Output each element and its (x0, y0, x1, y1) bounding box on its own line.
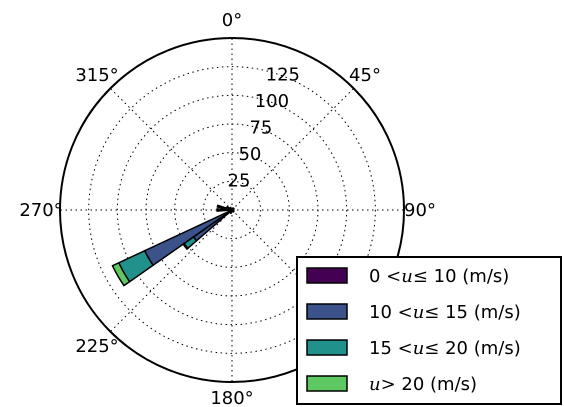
wedge-dir232-bin3 (182, 242, 189, 251)
grid-spoke-135 (231, 209, 354, 332)
legend-label-0: 0 <u≤ 10 (m/s) (369, 266, 509, 287)
grid-circle-1 (202, 180, 262, 240)
angle-tick-label-225: 225° (75, 336, 118, 357)
wedge-dir240-bin1 (143, 209, 232, 267)
wedge-dir285-bin2 (217, 204, 227, 210)
angle-tick-label-315: 315° (75, 65, 118, 86)
wedge-dir300-bin3 (225, 205, 230, 209)
grid-circle-4 (116, 94, 348, 326)
radial-tick-label-5: 125 (266, 65, 300, 86)
legend-swatch-0 (306, 267, 348, 284)
legend-label-1: 10 <u≤ 15 (m/s) (369, 302, 521, 323)
wedge-dir200-bin1 (229, 209, 233, 215)
legend-label-2: 15 <u≤ 20 (m/s) (369, 338, 521, 359)
angle-tick-label-45: 45° (349, 65, 381, 86)
wedge-dir285-bin3 (216, 204, 220, 209)
grid-circle-5 (88, 66, 376, 354)
polar-frame (59, 37, 405, 383)
legend-swatch-2 (306, 339, 348, 356)
legend-label-3: u> 20 (m/s) (369, 374, 477, 395)
radial-tick-label-2: 50 (238, 144, 261, 165)
grid-spoke-315 (110, 88, 233, 211)
angle-tick-label-90: 90° (404, 200, 436, 221)
wedge-dir30-bin1 (231, 206, 235, 211)
wedge-dir240-bin3 (111, 261, 131, 287)
legend-swatch-1 (306, 303, 348, 320)
angle-tick-label-180: 180° (210, 388, 253, 407)
legend-swatch-3 (306, 375, 348, 392)
radial-tick-label-4: 100 (255, 91, 289, 112)
wedge-dir330-bin1 (229, 206, 233, 211)
radial-tick-label-3: 75 (249, 118, 272, 139)
grid-spoke-45 (231, 88, 354, 211)
angle-tick-label-270: 270° (19, 200, 62, 221)
radial-tick-label-1: 25 (228, 171, 251, 192)
wedge-dir270-bin3 (216, 208, 220, 212)
grid-circle-2 (174, 152, 290, 268)
legend: 0 <u≤ 10 (m/s) 10 <u≤ 15 (m/s) 15 <u≤ 20 (… (296, 256, 562, 405)
angle-tick-label-0: 0° (222, 10, 242, 31)
grid-spoke-225 (110, 209, 233, 332)
